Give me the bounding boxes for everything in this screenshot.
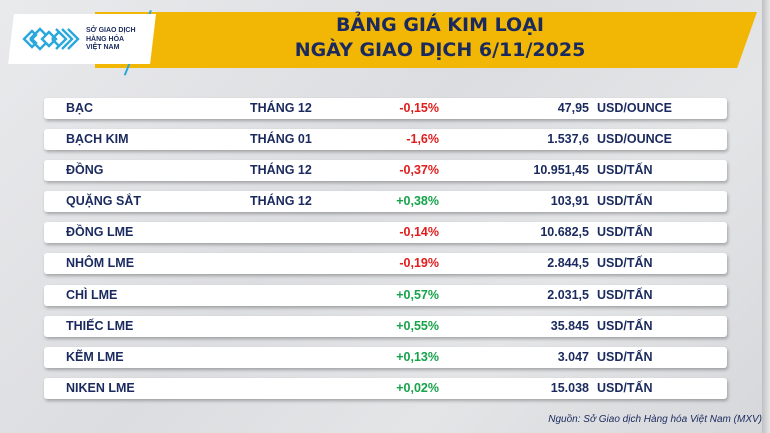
title-banner	[95, 12, 757, 68]
contract-month: THÁNG 12	[250, 163, 312, 178]
table-row: KẼM LME +0,13% 3.047 USD/TẤN	[44, 346, 727, 368]
source-note: Nguồn: Sở Giao dịch Hàng hóa Việt Nam (M…	[548, 414, 762, 425]
price: 2.031,5	[547, 287, 589, 302]
price: 103,91	[550, 194, 589, 209]
percent-change: +0,57%	[396, 287, 439, 302]
price: 35.845	[550, 318, 589, 333]
unit: USD/TẤN	[597, 287, 653, 302]
price: 10.951,45	[533, 163, 589, 178]
table-row: QUẶNG SẮT THÁNG 12 +0,38% 103,91 USD/TẤN	[44, 191, 727, 213]
unit: USD/TẤN	[597, 380, 653, 395]
logo-text: SỞ GIAO DỊCH HÀNG HÓA VIỆT NAM	[86, 27, 136, 53]
logo-line-3: VIỆT NAM	[86, 44, 120, 51]
percent-change: -0,19%	[399, 256, 439, 271]
metal-name: BẠC	[66, 101, 94, 115]
table-row: BẠC THÁNG 12 -0,15% 47,95 USD/OUNCE	[44, 98, 727, 119]
title-line-2: NGÀY GIAO DỊCH 6/11/2025	[294, 39, 586, 61]
metal-name: NHÔM LME	[66, 256, 135, 271]
page-title: BẢNG GIÁ KIM LOẠI NGÀY GIAO DỊCH 6/11/20…	[180, 13, 700, 63]
table-row: NHÔM LME -0,19% 2.844,5 USD/TẤN	[44, 253, 727, 275]
percent-change: +0,02%	[396, 380, 439, 395]
table-row: ĐỒNG LME -0,14% 10.682,5 USD/TẤN	[44, 222, 727, 244]
unit: USD/OUNCE	[597, 101, 673, 115]
metal-name: KẼM LME	[66, 349, 124, 364]
price: 2.844,5	[547, 256, 589, 271]
percent-change: +0,13%	[396, 349, 439, 364]
unit: USD/TẤN	[597, 194, 653, 209]
percent-change: +0,38%	[396, 194, 439, 209]
price: 15.038	[550, 380, 589, 395]
percent-change: -0,37%	[399, 163, 439, 178]
percent-change: -1,6%	[406, 132, 439, 147]
right-edge-decoration	[762, 0, 770, 433]
logo-line-1: SỞ GIAO DỊCH	[86, 27, 136, 34]
price: 10.682,5	[540, 225, 589, 240]
table-row: ĐỒNG THÁNG 12 -0,37% 10.951,45 USD/TẤN	[44, 160, 727, 182]
unit: USD/TẤN	[597, 163, 653, 178]
price: 3.047	[557, 349, 589, 364]
logo-line-2: HÀNG HÓA	[86, 35, 125, 43]
price-table: BẠC THÁNG 12 -0,15% 47,95 USD/OUNCE BẠCH…	[44, 98, 727, 409]
percent-change: +0,55%	[396, 318, 439, 333]
table-row: BẠCH KIM THÁNG 01 -1,6% 1.537,6 USD/OUNC…	[44, 129, 727, 151]
contract-month: THÁNG 01	[250, 132, 312, 147]
mxv-logo-icon	[22, 27, 80, 51]
unit: USD/TẤN	[597, 225, 653, 240]
table-row: THIẾC LME +0,55% 35.845 USD/TẤN	[44, 315, 727, 337]
metal-name: QUẶNG SẮT	[66, 194, 141, 209]
unit: USD/TẤN	[597, 318, 653, 333]
price: 47,95	[557, 101, 589, 115]
contract-month: THÁNG 12	[250, 194, 312, 209]
metal-name: ĐỒNG	[66, 163, 104, 178]
metal-name: CHÌ LME	[66, 287, 118, 302]
unit: USD/TẤN	[597, 256, 653, 271]
percent-change: -0,14%	[399, 225, 439, 240]
percent-change: -0,15%	[399, 101, 439, 115]
metal-name: THIẾC LME	[66, 318, 134, 333]
table-row: CHÌ LME +0,57% 2.031,5 USD/TẤN	[44, 284, 727, 306]
table-row: NIKEN LME +0,02% 15.038 USD/TẤN	[44, 377, 727, 399]
unit: USD/OUNCE	[597, 132, 673, 147]
metal-name: ĐỒNG LME	[66, 225, 134, 240]
contract-month: THÁNG 12	[250, 101, 312, 115]
title-line-1: BẢNG GIÁ KIM LOẠI	[336, 14, 544, 36]
unit: USD/TẤN	[597, 349, 653, 364]
metal-name: NIKEN LME	[66, 380, 135, 395]
price: 1.537,6	[547, 132, 589, 147]
metal-name: BẠCH KIM	[66, 132, 129, 147]
